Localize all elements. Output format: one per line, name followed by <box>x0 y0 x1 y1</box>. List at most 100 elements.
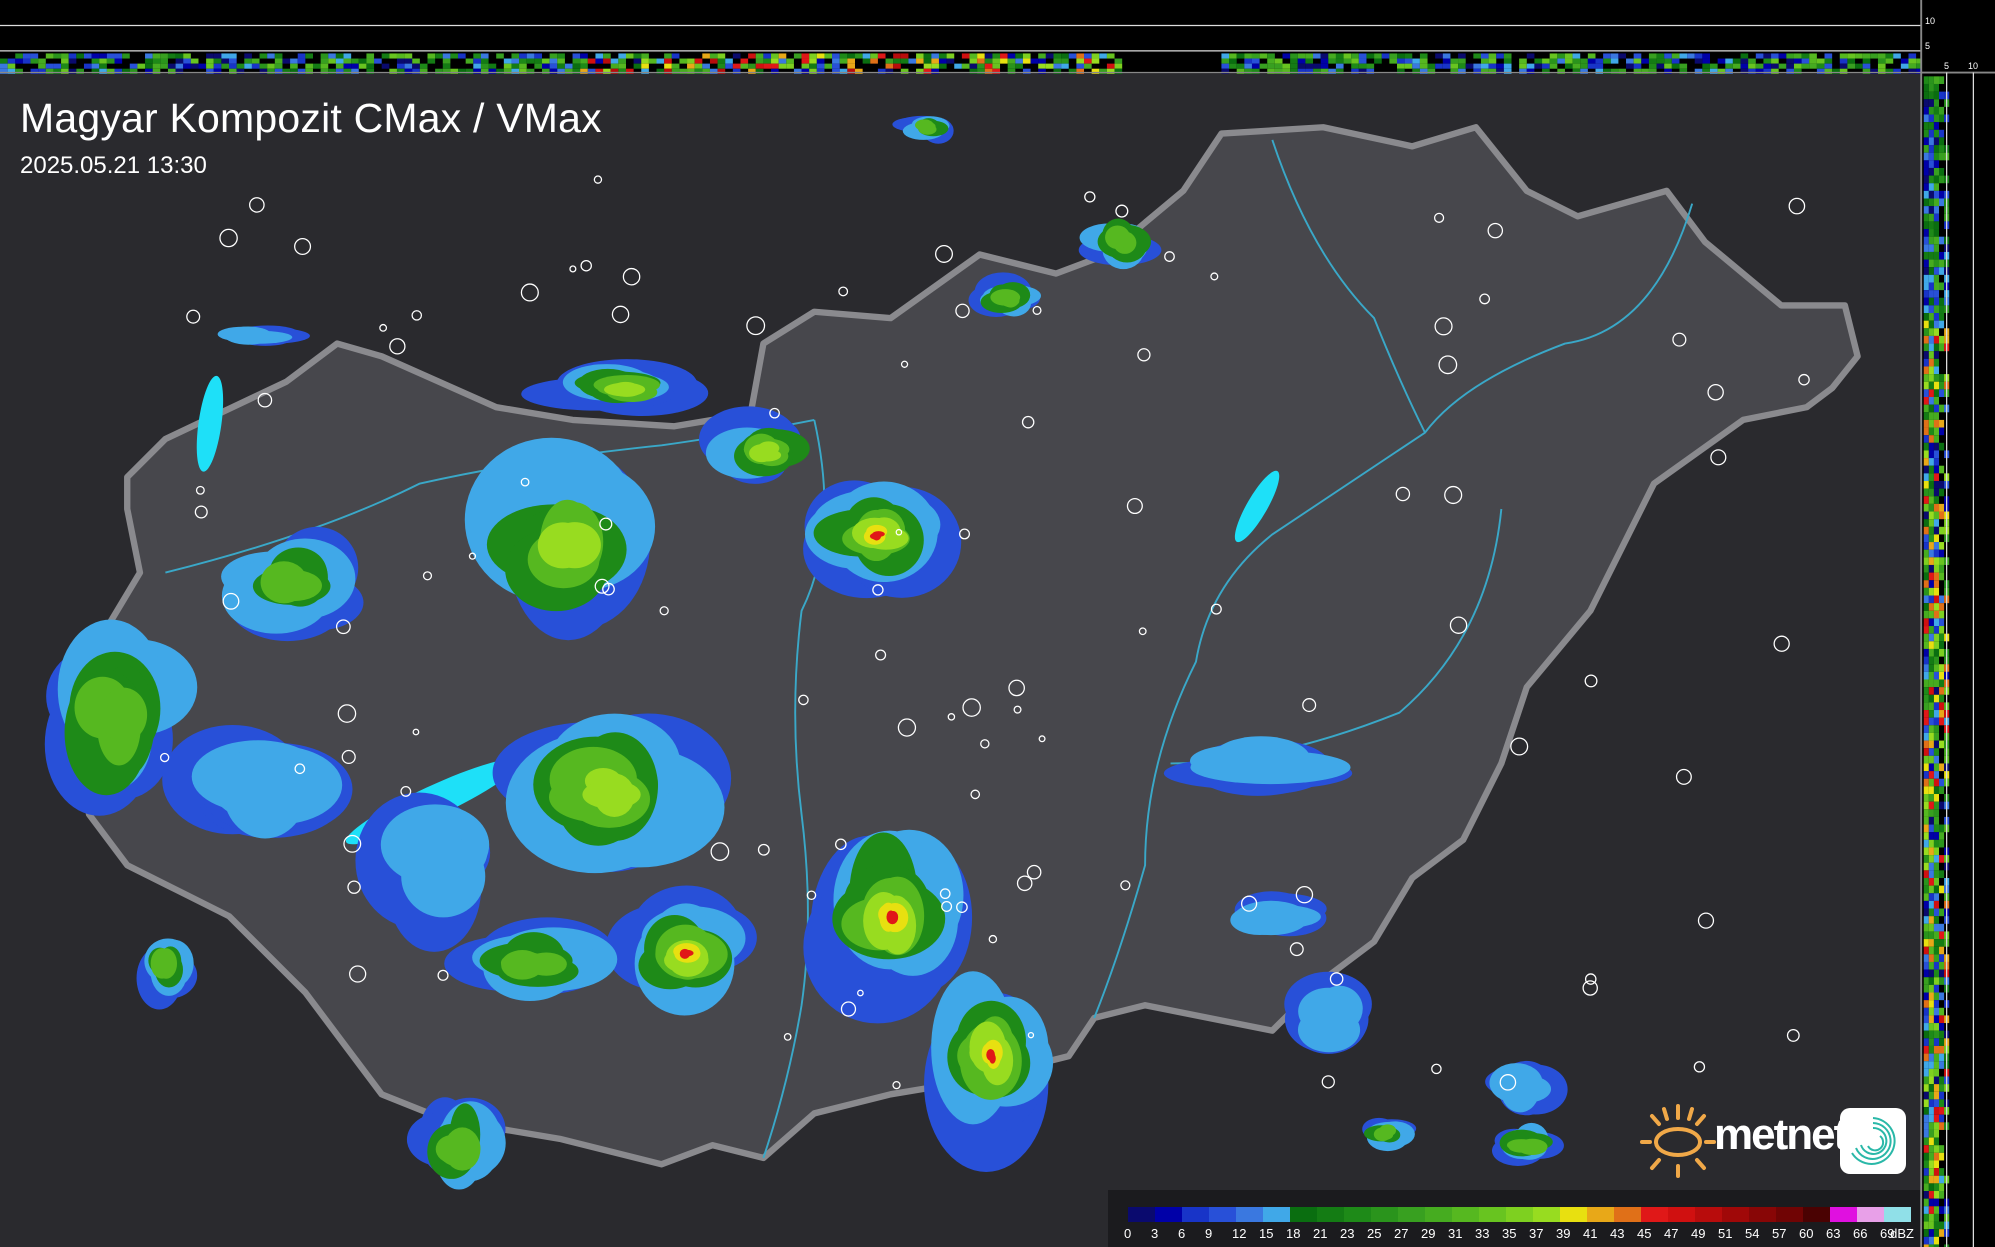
profile-cell <box>519 63 527 69</box>
profile-cell <box>1928 893 1934 901</box>
town-outline <box>400 785 412 797</box>
profile-cell <box>900 53 909 59</box>
profile-cell <box>61 63 69 69</box>
profile-cell <box>984 53 993 59</box>
profile-cell <box>549 68 558 74</box>
profile-cell <box>1580 58 1588 64</box>
profile-cell <box>1366 68 1375 74</box>
profile-cell <box>229 68 237 74</box>
profile-cell <box>1503 68 1512 74</box>
profile-cell <box>1933 824 1940 833</box>
legend-swatch: 3 <box>1151 1207 1182 1241</box>
profile-cell <box>1297 58 1306 64</box>
profile-cell <box>557 68 565 74</box>
profile-cell <box>809 58 817 64</box>
profile-cell <box>1274 68 1283 74</box>
profile-cell <box>1939 1091 1945 1100</box>
echo-cell <box>210 745 343 825</box>
profile-cell <box>1923 694 1929 703</box>
profile-cell <box>618 68 626 74</box>
profile-cell <box>992 58 1001 64</box>
profile-cell <box>916 68 924 74</box>
profile-cell <box>587 58 596 64</box>
echo-cell <box>915 119 934 131</box>
profile-cell <box>1862 68 1871 74</box>
profile-cell <box>946 58 955 64</box>
profile-cell <box>1610 53 1619 59</box>
profile-cell <box>1923 1191 1929 1199</box>
profile-cell <box>1855 63 1863 69</box>
profile-cell <box>1244 63 1252 69</box>
profile-cell <box>648 58 657 64</box>
profile-cell <box>1923 313 1929 321</box>
profile-cell <box>1671 53 1680 59</box>
profile-cell <box>1933 809 1940 817</box>
profile-cell <box>1928 862 1934 871</box>
profile-cell <box>152 58 161 64</box>
profile-cell <box>1710 63 1718 69</box>
profile-cell <box>122 68 130 74</box>
profile-cell <box>274 53 283 59</box>
profile-cell <box>1923 542 1929 550</box>
profile-cell <box>702 63 710 69</box>
town-outline <box>520 477 530 487</box>
profile-cell <box>1664 63 1672 69</box>
profile-cell <box>404 53 413 59</box>
profile-cell <box>1923 572 1929 581</box>
profile-cell <box>1923 305 1929 314</box>
town-outline <box>219 228 238 248</box>
profile-cell <box>1519 58 1527 64</box>
profile-cell <box>1933 870 1940 878</box>
profile-cell <box>183 58 191 64</box>
profile-cell <box>786 63 794 69</box>
profile-cell <box>1397 63 1405 69</box>
profile-cell <box>1923 99 1929 107</box>
town-outline <box>186 309 201 324</box>
profile-cell <box>1928 664 1934 672</box>
profile-cell <box>580 58 588 64</box>
profile-cell <box>1939 1061 1945 1069</box>
profile-cell <box>961 63 970 69</box>
profile-cell <box>1928 1000 1934 1008</box>
profile-cell <box>1939 374 1945 382</box>
profile-cell <box>404 63 413 69</box>
profile-cell <box>68 58 77 64</box>
profile-cell <box>1939 1030 1945 1039</box>
profile-cell <box>198 63 207 69</box>
profile-cell <box>1939 870 1945 878</box>
profile-cell <box>412 68 420 74</box>
profile-cell <box>1221 58 1230 64</box>
profile-cell <box>1923 969 1929 978</box>
profile-cell <box>1305 58 1314 64</box>
town-outline <box>1773 635 1790 652</box>
profile-cell <box>732 68 741 74</box>
profile-cell <box>1933 1000 1940 1008</box>
profile-cell <box>1053 68 1062 74</box>
profile-cell <box>30 53 39 59</box>
profile-cell <box>366 63 375 69</box>
profile-cell <box>511 58 520 64</box>
profile-cell <box>1435 53 1443 59</box>
profile-cell <box>1259 63 1268 69</box>
profile-cell <box>381 53 390 59</box>
profile-cell <box>1778 63 1787 69</box>
profile-cell <box>343 68 352 74</box>
profile-cell <box>1404 53 1413 59</box>
legend-swatch: 39 <box>1556 1207 1587 1241</box>
profile-cell <box>1793 58 1802 64</box>
profile-cell <box>1933 877 1940 886</box>
legend-swatch: 31 <box>1448 1207 1479 1241</box>
profile-cell <box>1939 297 1945 306</box>
profile-cell <box>732 53 741 59</box>
profile-cell <box>145 53 153 59</box>
legend-label: 6 <box>1178 1226 1186 1241</box>
profile-cell <box>1928 1076 1934 1085</box>
profile-cell <box>1928 397 1934 405</box>
echo-cell <box>749 444 775 463</box>
profile-cell <box>809 63 817 69</box>
profile-cell <box>1068 68 1077 74</box>
profile-cell <box>1939 1107 1945 1115</box>
profile-cell <box>1933 1084 1940 1092</box>
profile-cell <box>1335 58 1344 64</box>
